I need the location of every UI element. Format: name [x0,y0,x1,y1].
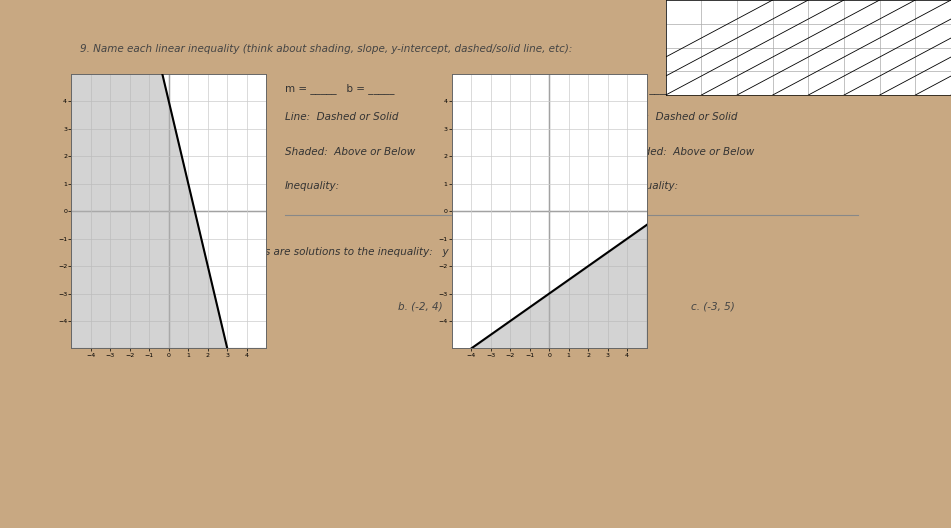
Text: Line:  Dashed or Solid: Line: Dashed or Solid [285,112,398,122]
Text: Inequality:: Inequality: [285,181,340,191]
Text: b. (-2, 4): b. (-2, 4) [398,301,442,312]
Text: 10. Determine if the following points are solutions to the inequality:   y > -3x: 10. Determine if the following points ar… [80,247,497,257]
Text: 9. Name each linear inequality (think about shading, slope, y-intercept, dashed/: 9. Name each linear inequality (think ab… [80,44,573,53]
Text: Shaded:  Above or Below: Shaded: Above or Below [285,147,416,157]
Text: Inequality:: Inequality: [624,181,679,191]
Text: m = _____   b = _____: m = _____ b = _____ [285,83,395,94]
Text: c. (-3, 5): c. (-3, 5) [690,301,734,312]
Text: Line:  Dashed or Solid: Line: Dashed or Solid [624,112,737,122]
Text: Shaded:  Above or Below: Shaded: Above or Below [624,147,754,157]
Text: a. (1, 3): a. (1, 3) [80,301,121,312]
Text: m = _____   b = _____: m = _____ b = _____ [624,83,733,94]
